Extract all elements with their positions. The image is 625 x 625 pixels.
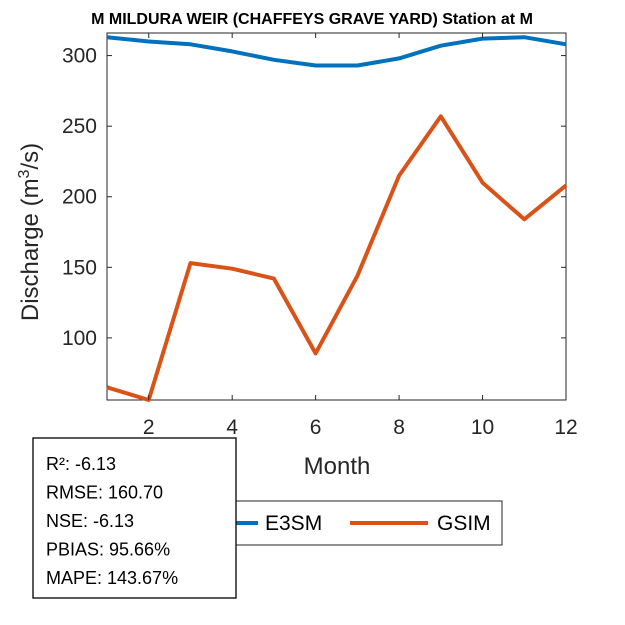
stats-box-frame: [32, 437, 237, 599]
y-axis-ticks: 100 150 200 250 300: [62, 45, 566, 350]
x-tick-label: 2: [143, 416, 155, 439]
series-line-gsim: [106, 114, 568, 402]
axes-box: [106, 32, 567, 401]
y-tick-label: 200: [62, 186, 97, 209]
legend: E3SM GSIM: [217, 500, 503, 546]
series-layer: [106, 35, 568, 402]
x-axis-label: Month: [304, 453, 371, 480]
series-line-e3sm: [106, 35, 567, 68]
x-tick-label: 8: [393, 416, 405, 439]
y-tick-label: 250: [62, 115, 97, 138]
y-axis-label: Discharge (m3/s): [16, 143, 44, 321]
y-tick-label: 300: [62, 45, 97, 68]
y-tick-label: 150: [62, 256, 97, 279]
x-tick-label: 12: [554, 416, 577, 439]
stats-line: RMSE: 160.70: [46, 483, 163, 503]
x-tick-label: 4: [226, 416, 238, 439]
stats-line: MAPE: 143.67%: [46, 568, 178, 588]
plot-area: [106, 32, 568, 402]
x-axis-ticks: 2 4 6 8 10 12: [143, 33, 578, 439]
stats-line: NSE: -6.13: [46, 511, 134, 531]
stats-line: R²: -6.13: [46, 454, 116, 474]
stats-box: R²: -6.13 RMSE: 160.70 NSE: -6.13 PBIAS: 95…: [32, 437, 237, 599]
stats-line: PBIAS: 95.66%: [46, 540, 170, 560]
x-tick-label: 6: [310, 416, 322, 439]
legend-label-gsim: GSIM: [437, 512, 491, 535]
y-tick-label: 100: [62, 327, 97, 350]
legend-label-e3sm: E3SM: [265, 512, 322, 535]
chart-title: M MILDURA WEIR (CHAFFEYS GRAVE YARD) Sta…: [91, 11, 533, 28]
x-tick-label: 10: [471, 416, 494, 439]
